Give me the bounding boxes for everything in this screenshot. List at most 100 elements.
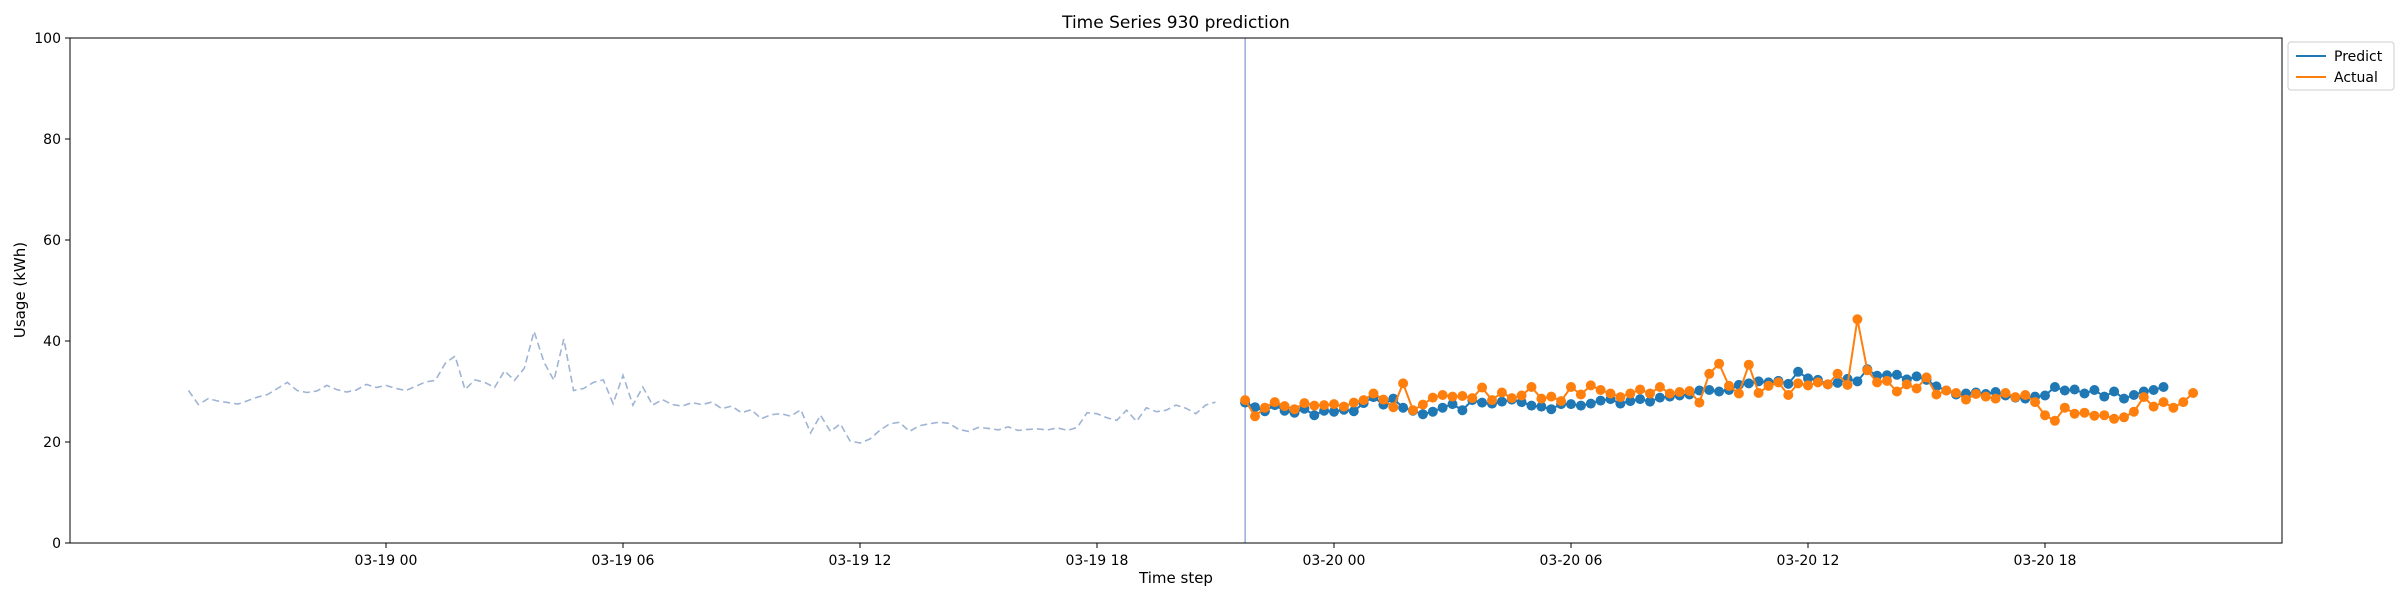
actual-point (1674, 387, 1685, 397)
actual-point (1615, 392, 1626, 403)
predict-point (2059, 385, 2070, 396)
actual-point (2158, 397, 2169, 408)
actual-point (1585, 380, 1596, 391)
predict-point (1891, 369, 1902, 380)
actual-point (1329, 399, 1339, 410)
x-axis-label: Time step (1138, 569, 1213, 587)
predict-point (2040, 390, 2050, 401)
predict-point (1585, 398, 1596, 409)
predict-point (1803, 373, 1813, 384)
actual-point (1289, 404, 1300, 415)
actual-point (1388, 402, 1399, 413)
actual-point (1437, 390, 1448, 400)
actual-point (1487, 395, 1497, 406)
predict-point (2079, 388, 2090, 399)
actual-point (1358, 395, 1369, 406)
predict-point (1714, 386, 1725, 397)
predict-point (1417, 409, 1428, 420)
predict-point (1783, 378, 1794, 389)
predict-point (1309, 410, 1320, 421)
y-tick-label: 0 (52, 536, 61, 552)
actual-point (2109, 413, 2120, 424)
actual-point (1250, 411, 1260, 422)
predict-point (1526, 400, 1537, 411)
actual-point (2119, 412, 2129, 423)
plot-area-frame (69, 37, 2283, 544)
actual-point (1398, 378, 1409, 389)
y-tick-label: 80 (43, 132, 61, 148)
predict-point (1793, 366, 1804, 377)
predict-point (1575, 400, 1586, 411)
actual-point (1427, 392, 1438, 403)
predict-point (1437, 402, 1448, 413)
y-tick-label: 60 (43, 233, 61, 249)
legend-predict-label: Predict (2334, 49, 2383, 65)
actual-point (1556, 396, 1567, 407)
actual-point (1299, 398, 1310, 409)
predict-point (1625, 396, 1636, 407)
actual-point (1842, 379, 1853, 390)
actual-point (1645, 388, 1655, 399)
actual-point (1733, 388, 1744, 399)
predict-point (2109, 386, 2120, 397)
actual-point (1812, 377, 1823, 388)
actual-point (1684, 386, 1695, 396)
predict-point (1398, 402, 1409, 413)
actual-point (1724, 380, 1734, 391)
actual-point (1980, 391, 1991, 402)
actual-point (1457, 391, 1468, 401)
x-axis: 03-19 00 03-19 06 03-19 12 03-19 18 03-20 00… (355, 543, 2077, 569)
actual-point (1852, 314, 1863, 325)
actual-point (1743, 359, 1754, 370)
legend: Predict Actual (2287, 41, 2395, 91)
actual-point (1506, 393, 1517, 404)
y-tick-label: 40 (43, 334, 61, 350)
actual-point (1467, 393, 1478, 404)
predict-point (1595, 395, 1606, 406)
actual-point (1546, 391, 1557, 402)
actual-point (2010, 392, 2021, 403)
actual-point (1309, 400, 1320, 411)
actual-point (1783, 390, 1794, 400)
actual-point (1931, 389, 1942, 400)
actual-point (1714, 358, 1725, 369)
actual-point (2069, 408, 2080, 419)
predict-point (1654, 392, 1665, 403)
actual-point (2178, 397, 2189, 408)
actual-point (1704, 368, 1715, 379)
x-tick-label: 03-19 12 (829, 553, 892, 569)
predict-point (1852, 376, 1863, 387)
actual-point (1595, 385, 1606, 395)
actual-point (2040, 410, 2050, 421)
actual-point (1625, 388, 1636, 399)
actual-point (1882, 375, 1892, 386)
actual-point (2059, 402, 2070, 413)
predict-point (1348, 406, 1359, 417)
predict-point (1496, 396, 1507, 407)
actual-point (1338, 401, 1349, 412)
x-tick-label: 03-20 18 (2014, 553, 2077, 569)
actual-point (1961, 394, 1971, 405)
actual-point (1319, 400, 1330, 411)
actual-point (1654, 382, 1665, 392)
actual-point (1408, 405, 1418, 416)
actual-point (1822, 379, 1833, 390)
predict-point (2119, 393, 2129, 404)
actual-point (2168, 402, 2179, 413)
actual-point (1921, 372, 1932, 383)
actual-point (1911, 383, 1922, 394)
predict-point (1457, 405, 1468, 416)
actual-point (2099, 410, 2110, 421)
actual-point (1240, 395, 1251, 406)
predict-point (1427, 406, 1438, 417)
actual-point (1901, 379, 1912, 390)
actual-point (1694, 397, 1705, 408)
actual-point (1773, 377, 1784, 388)
x-tick-label: 03-20 12 (1777, 553, 1840, 569)
actual-point (1803, 380, 1813, 391)
predict-point (2089, 385, 2100, 395)
actual-point (1990, 393, 2001, 404)
actual-point (1664, 388, 1675, 399)
actual-point (1348, 397, 1359, 408)
actual-point (1832, 368, 1843, 379)
